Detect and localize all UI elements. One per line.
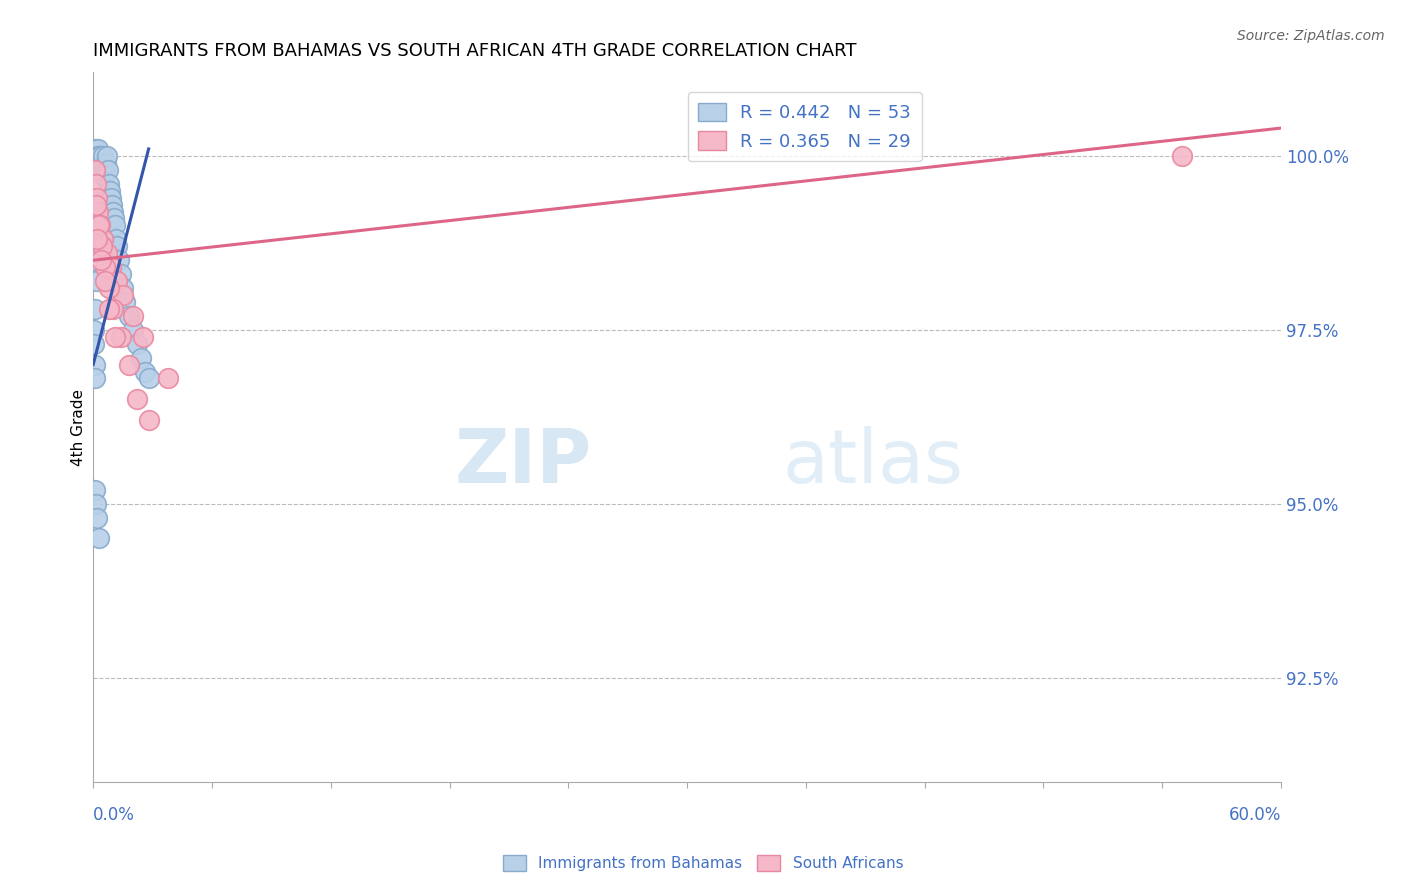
Point [94,162,117,177]
Point [91,232,114,246]
Point [121,323,143,337]
Point [104,330,127,344]
Point [101,197,124,211]
Point [83,336,105,351]
Point [90,162,112,177]
Text: Source: ZipAtlas.com: Source: ZipAtlas.com [1237,29,1385,44]
Point [84,253,107,268]
Point [84,197,107,211]
Point [114,295,136,310]
Point [84,483,107,497]
Legend: Immigrants from Bahamas, South Africans: Immigrants from Bahamas, South Africans [496,849,910,877]
Point [83,149,105,163]
Point [84,177,107,191]
Point [131,330,153,344]
Point [89,149,111,163]
Point [84,497,107,511]
Point [84,149,107,163]
Point [84,156,107,170]
Point [104,232,127,246]
Point [111,288,134,302]
Text: atlas: atlas [782,426,963,500]
Point [138,371,160,385]
Point [84,274,107,288]
Point [91,156,114,170]
Point [84,204,107,219]
Point [98,177,121,191]
Point [129,351,152,365]
Point [125,336,148,351]
Point [84,142,107,156]
Point [98,281,121,295]
Point [111,281,134,295]
Point [125,392,148,407]
Point [89,219,111,233]
Point [86,510,108,524]
Point [101,301,124,316]
Point [1171,149,1194,163]
Point [94,260,117,275]
Point [105,239,128,253]
Point [101,204,124,219]
Point [87,149,110,163]
Point [104,219,127,233]
Point [87,156,110,170]
Point [100,191,122,205]
Point [96,246,118,260]
Point [86,232,108,246]
Point [93,169,115,184]
Text: 0.0%: 0.0% [93,806,135,824]
Point [89,219,111,233]
Point [83,301,105,316]
Text: ZIP: ZIP [454,426,592,500]
Point [121,309,143,323]
Point [89,149,111,163]
Y-axis label: 4th Grade: 4th Grade [72,389,86,466]
Point [86,232,108,246]
Point [86,149,108,163]
Point [118,358,141,372]
Point [105,274,128,288]
Point [94,156,117,170]
Point [86,142,108,156]
Point [134,365,156,379]
Point [91,239,114,253]
Point [138,413,160,427]
Point [110,267,132,281]
Text: 60.0%: 60.0% [1229,806,1281,824]
Point [118,309,141,323]
Point [83,162,105,177]
Point [96,149,118,163]
Point [91,149,114,163]
Point [110,330,132,344]
Point [84,219,107,233]
Point [87,204,110,219]
Point [100,260,122,275]
Legend: R = 0.442   N = 53, R = 0.365   N = 29: R = 0.442 N = 53, R = 0.365 N = 29 [688,92,921,161]
Point [98,301,121,316]
Point [84,358,107,372]
Point [94,274,117,288]
Point [83,371,105,385]
Point [98,184,121,198]
Point [86,149,108,163]
Point [83,149,105,163]
Point [86,191,108,205]
Point [103,211,125,226]
Point [108,253,131,268]
Point [89,532,111,546]
Point [97,162,120,177]
Point [90,253,112,268]
Point [157,371,180,385]
Point [83,323,105,337]
Text: IMMIGRANTS FROM BAHAMAS VS SOUTH AFRICAN 4TH GRADE CORRELATION CHART: IMMIGRANTS FROM BAHAMAS VS SOUTH AFRICAN… [93,42,856,60]
